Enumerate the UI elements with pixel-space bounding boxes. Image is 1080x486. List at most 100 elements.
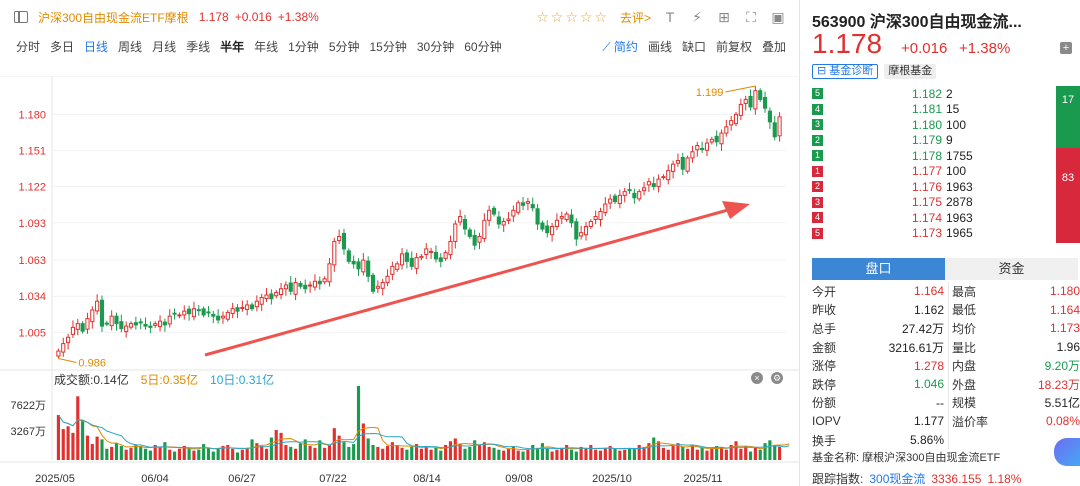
- sidebar-toggle-icon[interactable]: [14, 11, 28, 23]
- period-tab-8[interactable]: 1分钟: [288, 39, 319, 54]
- candle-body: [554, 219, 560, 227]
- adjust-button[interactable]: 前复权: [715, 39, 752, 54]
- bid-level: 3: [812, 196, 823, 208]
- volume-bar: [90, 444, 94, 460]
- track-percent: 1.18%: [987, 472, 1022, 486]
- volume-bar: [768, 440, 772, 460]
- candle-body: [206, 311, 211, 314]
- quote-label: 金额: [812, 340, 837, 355]
- period-tab-10[interactable]: 15分钟: [369, 39, 407, 54]
- period-tab-9[interactable]: 5分钟: [328, 39, 360, 54]
- quote-label: 外盘: [952, 377, 977, 392]
- price-tick-label: 1.151: [18, 146, 46, 158]
- volume-bar: [410, 446, 414, 460]
- period-tab-4[interactable]: 月线: [152, 39, 177, 54]
- ask-row[interactable]: 3 1.180 100: [812, 117, 1080, 133]
- volume-bar: [598, 450, 603, 460]
- layout-icon[interactable]: ▣: [771, 8, 785, 25]
- kline-chart[interactable]: 1.180 1.151 1.122 1.093 1.063 1.034 1.005 7622万…: [0, 75, 800, 486]
- trend-arrow-line: [204, 208, 729, 357]
- candle-body: [259, 296, 264, 305]
- ask-volume: 1755: [946, 148, 973, 163]
- quote-value: 1.173: [1049, 321, 1080, 336]
- period-tab-2[interactable]: 日线: [84, 39, 109, 54]
- fund-manager-tag[interactable]: 摩根基金: [884, 64, 937, 79]
- volume-bar: [569, 449, 574, 460]
- quote-row: 跌停 1.046 外盘 18.23万: [812, 374, 1080, 394]
- add-watchlist-icon[interactable]: +: [1060, 42, 1072, 54]
- candle-body: [308, 284, 313, 287]
- period-tab-3[interactable]: 周线: [118, 39, 143, 54]
- candle-body: [143, 323, 148, 327]
- period-tab-12[interactable]: 60分钟: [464, 39, 502, 54]
- period-tab-5[interactable]: 季线: [186, 39, 211, 54]
- bid-level: 4: [812, 212, 823, 224]
- header-price: 1.178: [198, 10, 229, 24]
- candle-body: [622, 191, 627, 196]
- simple-mode-button[interactable]: ⟋ 简约: [602, 39, 638, 54]
- ask-row[interactable]: 5 1.182 2: [812, 86, 1080, 102]
- candle-body: [646, 181, 651, 186]
- bid-row[interactable]: 4 1.174 1963: [812, 210, 1080, 226]
- rating-stars-icon[interactable]: ☆☆☆☆☆: [536, 8, 609, 25]
- volume-bar: [545, 448, 549, 460]
- period-tab-6[interactable]: 半年: [220, 39, 245, 54]
- period-tab-1[interactable]: 多日: [50, 39, 75, 54]
- volume-bar: [332, 428, 336, 460]
- volume-bar: [444, 445, 448, 460]
- tab-fund-flow[interactable]: 资金: [945, 258, 1078, 280]
- candle-body: [95, 300, 100, 312]
- period-tab-7[interactable]: 年线: [254, 39, 279, 54]
- price-tick-label: 1.180: [18, 109, 46, 121]
- candle-body: [346, 250, 351, 262]
- fund-diagnosis-tag[interactable]: ⊟ 基金诊断: [812, 64, 879, 79]
- assistant-icon[interactable]: [1054, 438, 1080, 466]
- volume-bar: [429, 449, 433, 460]
- add-icon[interactable]: ⊞: [718, 8, 730, 25]
- volume-bar: [129, 447, 133, 460]
- overlay-button[interactable]: 叠加: [761, 39, 786, 54]
- volume-bar: [119, 445, 123, 460]
- bid-row[interactable]: 2 1.176 1963: [812, 179, 1080, 195]
- track-index-link[interactable]: 300现金流: [869, 472, 926, 486]
- volume-bar: [313, 447, 317, 460]
- text-tool-icon[interactable]: T: [665, 9, 675, 25]
- ask-row[interactable]: 2 1.179 9: [812, 133, 1080, 149]
- rate-link[interactable]: 去评>: [619, 10, 651, 25]
- order-book: 5 1.182 2 4 1.181 15 3 1.180 100 2 1.179 9 1 1.178 175…: [812, 86, 1080, 241]
- volume-bar: [318, 440, 322, 460]
- ask-row[interactable]: 4 1.181 15: [812, 102, 1080, 118]
- gear-icon[interactable]: ⚙: [771, 372, 783, 384]
- bid-row[interactable]: 3 1.175 2878: [812, 195, 1080, 211]
- candle-body: [114, 315, 119, 325]
- quote-table: 今开 1.164 最高 1.180 昨收 1.162 最低 1.164 总手 27.42万 均价 1.…: [812, 282, 1080, 450]
- candle-body: [453, 223, 458, 242]
- candle-body: [632, 192, 637, 199]
- kline-svg[interactable]: 1.180 1.151 1.122 1.093 1.063 1.034 1.005 7622万…: [0, 75, 800, 486]
- fullscreen-icon[interactable]: ⛶: [746, 8, 756, 25]
- tab-quote[interactable]: 盘口: [812, 258, 945, 280]
- candle-body: [327, 263, 332, 283]
- gap-button[interactable]: 缺口: [681, 39, 706, 54]
- bid-row[interactable]: 5 1.173 1965: [812, 226, 1080, 242]
- ask-price: 1.178: [911, 148, 942, 163]
- candle-body: [700, 148, 705, 151]
- volume-bar: [177, 448, 181, 460]
- period-tab-11[interactable]: 30分钟: [416, 39, 455, 54]
- candle-body: [128, 323, 134, 328]
- bid-volume: 2878: [946, 195, 973, 210]
- period-tab-0[interactable]: 分时: [16, 39, 41, 54]
- volume-bar: [419, 448, 423, 460]
- volume-bar: [637, 445, 641, 460]
- volume-bar: [356, 386, 361, 460]
- candle-body: [462, 219, 468, 230]
- ask-row[interactable]: 1 1.178 1755: [812, 148, 1080, 164]
- candle-body: [617, 194, 622, 205]
- bid-row[interactable]: 1 1.177 100: [812, 164, 1080, 180]
- draw-line-button[interactable]: 画线: [647, 39, 672, 54]
- volume-bar: [202, 444, 206, 460]
- volume-bar: [584, 448, 588, 460]
- close-icon[interactable]: ×: [751, 372, 763, 384]
- volume-bar: [158, 446, 162, 460]
- lightning-icon[interactable]: ⚡: [692, 8, 702, 25]
